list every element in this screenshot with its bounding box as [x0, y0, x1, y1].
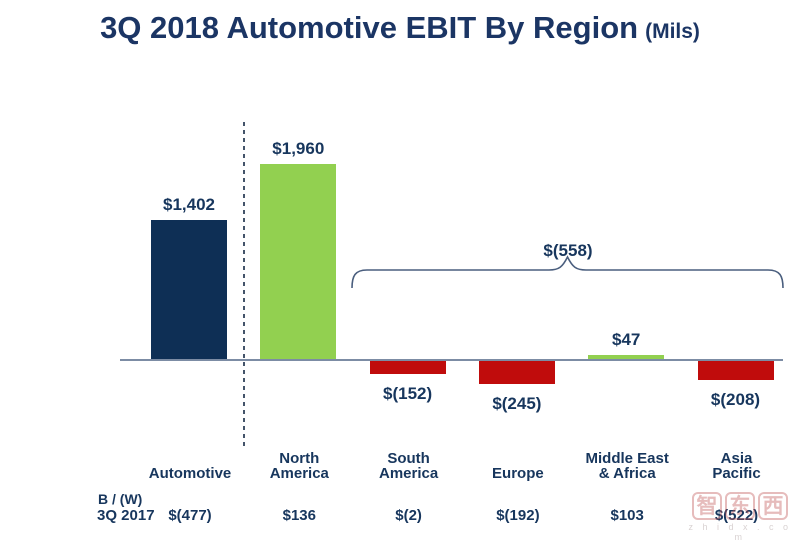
bar-north-america: [260, 164, 337, 360]
comparison-row-label-line1: B / (W): [98, 491, 143, 507]
category-label-asia-pacific: Asia Pacific: [677, 451, 797, 481]
category-label-south-america: South America: [349, 451, 469, 481]
bar-value-label-south-america: $(152): [383, 384, 433, 403]
category-label-north-america: North America: [239, 451, 359, 481]
category-label-line: & Africa: [598, 465, 656, 482]
bar-automotive: [151, 220, 227, 360]
page-title-unit: (Mils): [645, 20, 700, 43]
category-label-line: Asia: [720, 450, 753, 467]
category-label-automotive: Automotive: [130, 466, 250, 481]
bar-value-label-europe: $(245): [492, 394, 542, 413]
category-label-line: Middle East: [585, 450, 669, 467]
brace-total-label: $(558): [543, 241, 593, 260]
comparison-value-north-america: $136: [282, 507, 316, 524]
bar-value-label-north-america: $1,960: [272, 139, 325, 158]
category-label-europe: Europe: [458, 466, 578, 481]
bar-asia-pacific: [697, 359, 774, 380]
comparison-row-label-line2: 3Q 2017: [97, 507, 155, 524]
bar-europe: [478, 359, 555, 384]
bar-middle-east-africa: [588, 355, 665, 360]
comparison-value-south-america: $(2): [395, 507, 422, 524]
category-label-line: South: [387, 450, 430, 467]
category-label-line: North: [279, 450, 320, 467]
category-label-line: America: [378, 465, 439, 482]
bar-value-label-asia-pacific: $(208): [710, 390, 761, 409]
x-axis-line: [120, 359, 783, 361]
category-label-middle-east-africa: Middle East & Africa: [567, 451, 687, 481]
bar-value-label-middle-east-africa: $47: [612, 330, 641, 349]
bar-south-america: [369, 359, 446, 374]
category-label-line: America: [269, 465, 329, 482]
bar-value-label-automotive: $1,402: [163, 195, 215, 214]
automotive-region-separator-dashed-line: [243, 122, 245, 448]
category-label-line: Pacific: [712, 465, 761, 482]
comparison-value-automotive: $(477): [168, 507, 212, 524]
category-label-line: Europe: [492, 465, 544, 482]
category-label-line: Automotive: [148, 465, 232, 482]
brace-path: [351, 255, 784, 289]
comparison-value-asia-pacific: $(522): [714, 507, 759, 524]
comparison-value-europe: $(192): [496, 507, 540, 524]
page-title: 3Q 2018 Automotive EBIT By Region (Mils): [0, 10, 800, 46]
page-title-main: 3Q 2018 Automotive EBIT By Region: [100, 10, 639, 45]
comparison-value-middle-east-africa: $103: [610, 507, 644, 524]
